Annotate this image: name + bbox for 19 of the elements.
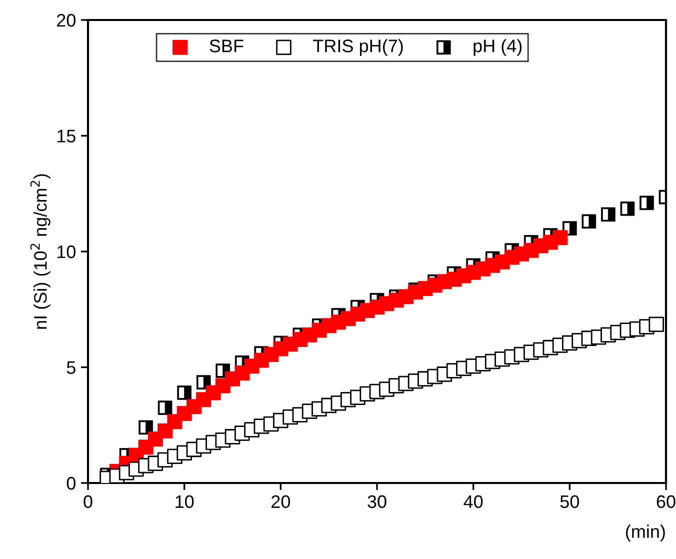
x-tick-label: 50 [560, 495, 580, 508]
y-axis-title: nI (Si) (10$^{2}$ ng/cm$^{2}$) [30, 174, 50, 329]
x-tick-label: 40 [464, 495, 483, 508]
y-tick-label: 20 [57, 14, 76, 27]
y-tick-label: 0 [66, 476, 76, 490]
point [648, 316, 664, 332]
x-tick-label: 0 [84, 495, 92, 508]
point [552, 230, 568, 246]
x-tick-label: 20 [272, 495, 290, 508]
x-axis-title: (min) [626, 524, 665, 542]
y-tick-label: 15 [57, 130, 76, 142]
legend-label: SBF [210, 40, 244, 52]
x-tick-label: 30 [368, 495, 386, 508]
legend-label: pH (4) [474, 39, 522, 56]
x-tick-label: 60 [656, 495, 676, 508]
y-tick-label: 10 [57, 245, 76, 258]
y-tick-label: 5 [66, 361, 76, 374]
legend-label: TRIS pH(7) [313, 39, 403, 56]
x-tick-label: 10 [176, 495, 194, 508]
